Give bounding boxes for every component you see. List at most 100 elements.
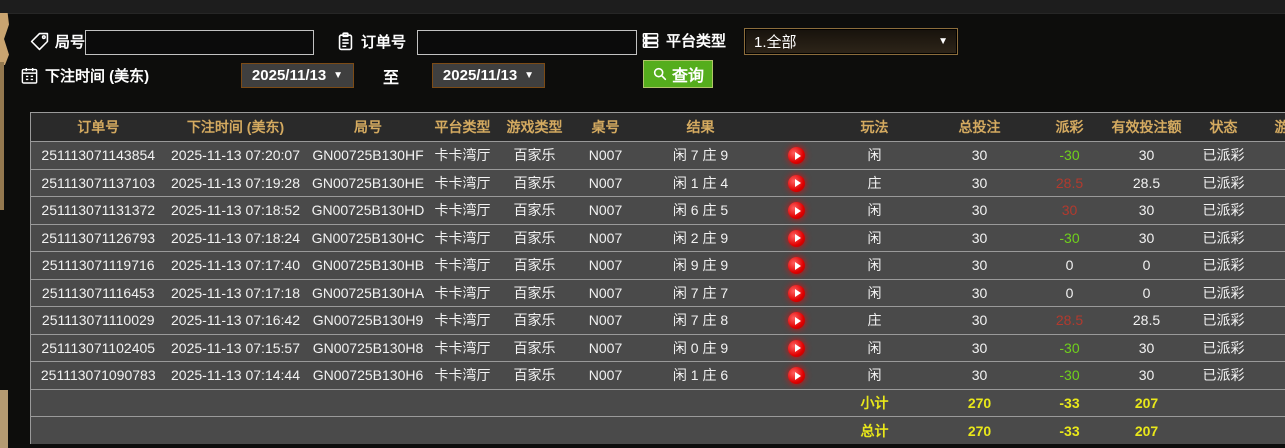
cell-platform: 卡卡湾厅 [434, 367, 491, 384]
cell-replay [765, 307, 829, 335]
cell-status: 已派彩 [1202, 284, 1245, 301]
left-edge-decoration-bottom [0, 390, 8, 448]
cell-table-no: N007 [588, 147, 623, 164]
cell-order-no: 251113071137103 [41, 174, 156, 191]
sidebar-collapse-handle[interactable] [0, 13, 9, 65]
cell-game-type: 百家乐 [513, 202, 556, 219]
cell-order-no: 251113071131372 [41, 202, 156, 219]
empty-cell [765, 417, 829, 445]
order-number-input[interactable] [417, 30, 637, 55]
cell-status: 已派彩 [1202, 367, 1245, 384]
clipboard-icon [338, 32, 353, 51]
search-button[interactable]: 查询 [643, 60, 714, 88]
cell-result: 闲 6 庄 5 [672, 202, 729, 219]
table-row: 251113071116453 2025-11-13 07:17:18 GN00… [30, 279, 1285, 307]
left-edge-decoration-top [0, 62, 4, 210]
cell-round-no: GN00725B130HD [311, 202, 425, 219]
cell-valid-bet: 0 [1142, 284, 1151, 301]
replay-play-icon[interactable] [788, 284, 805, 302]
total-payout: -33 [1059, 422, 1080, 439]
cell-bet-time: 2025-11-13 07:19:28 [171, 174, 300, 191]
replay-play-icon[interactable] [788, 339, 805, 357]
calendar-icon [21, 67, 38, 84]
table-row: 251113071110029 2025-11-13 07:16:42 GN00… [30, 306, 1285, 335]
cell-game-detail [1255, 169, 1285, 197]
round-number-input[interactable] [85, 30, 314, 55]
empty-cell [575, 417, 637, 445]
subtotal-valid-bet: 207 [1134, 394, 1159, 411]
cell-status: 已派彩 [1202, 339, 1245, 356]
cell-payout: -30 [1059, 367, 1080, 384]
cell-round-no: GN00725B130HC [311, 229, 425, 246]
table-row: 251113071102405 2025-11-13 07:15:57 GN00… [30, 334, 1285, 362]
cell-valid-bet: 30 [1138, 367, 1155, 384]
cell-game-type: 百家乐 [513, 147, 556, 164]
cell-bet-time: 2025-11-13 07:18:52 [171, 202, 300, 219]
cell-total-bet: 30 [971, 147, 988, 164]
empty-cell [495, 389, 575, 417]
replay-play-icon[interactable] [788, 174, 805, 192]
cell-status: 已派彩 [1202, 147, 1245, 164]
cell-table-no: N007 [588, 257, 623, 274]
cell-total-bet: 30 [971, 229, 988, 246]
platform-type-label-group: 平台类型 [641, 30, 726, 51]
platform-type-label: 平台类型 [666, 33, 727, 50]
replay-play-icon[interactable] [788, 312, 805, 330]
cell-play-type: 闲 [867, 339, 882, 356]
cell-game-type: 百家乐 [513, 367, 556, 384]
cell-game-detail [1255, 362, 1285, 390]
round-number-label: 局号 [55, 34, 86, 51]
cell-play-type: 庄 [867, 312, 882, 329]
bet-time-label-group: 下注时间 (美东) [20, 65, 149, 86]
empty-cell [495, 417, 575, 445]
date-to-value: 2025/11/13 [442, 67, 518, 84]
cell-table-no: N007 [588, 339, 623, 356]
cell-round-no: GN00725B130H6 [312, 367, 424, 384]
cell-platform: 卡卡湾厅 [434, 147, 491, 164]
col-header-result: 结果 [686, 119, 715, 135]
cell-payout: 0 [1065, 257, 1074, 274]
cell-replay [765, 279, 829, 307]
subtotal-payout: -33 [1059, 394, 1080, 411]
tag-icon [30, 32, 49, 51]
empty-cell [1255, 389, 1285, 417]
empty-cell [575, 389, 637, 417]
bet-records-table: 订单号 下注时间 (美东) 局号 平台类型 游戏类型 桌号 结果 玩法 总投注 … [30, 112, 1285, 444]
table-row: 251113071126793 2025-11-13 07:18:24 GN00… [30, 224, 1285, 252]
cell-result: 闲 7 庄 8 [672, 312, 729, 329]
cell-play-type: 闲 [867, 229, 882, 246]
cell-result: 闲 7 庄 9 [672, 147, 729, 164]
cell-bet-time: 2025-11-13 07:14:44 [171, 367, 300, 384]
cell-game-type: 百家乐 [513, 229, 556, 246]
cell-game-detail [1255, 197, 1285, 225]
date-from-picker[interactable]: 2025/11/13 ▼ [241, 63, 354, 88]
date-to-picker[interactable]: 2025/11/13 ▼ [432, 63, 545, 88]
cell-result: 闲 9 庄 9 [672, 257, 729, 274]
col-header-payout: 派彩 [1055, 119, 1084, 135]
cell-order-no: 251113071102405 [41, 339, 156, 356]
cell-round-no: GN00725B130H9 [312, 312, 424, 329]
cell-result: 闲 1 庄 6 [672, 367, 729, 384]
cell-bet-time: 2025-11-13 07:20:07 [171, 147, 300, 164]
replay-play-icon[interactable] [788, 229, 805, 247]
cell-platform: 卡卡湾厅 [434, 257, 491, 274]
table-row: 251113071119716 2025-11-13 07:17:40 GN00… [30, 251, 1285, 279]
cell-valid-bet: 30 [1138, 229, 1155, 246]
subtotal-label: 小计 [860, 394, 889, 411]
cell-play-type: 庄 [867, 174, 882, 191]
cell-table-no: N007 [588, 284, 623, 301]
order-number-label-group: 订单号 [336, 31, 406, 52]
replay-play-icon[interactable] [788, 147, 805, 165]
replay-play-icon[interactable] [788, 202, 805, 220]
cell-platform: 卡卡湾厅 [434, 202, 491, 219]
col-header-bet-time: 下注时间 (美东) [186, 119, 285, 135]
col-header-play-type: 玩法 [860, 119, 889, 135]
cell-total-bet: 30 [971, 367, 988, 384]
empty-cell [166, 389, 306, 417]
cell-play-type: 闲 [867, 147, 882, 164]
replay-play-icon[interactable] [788, 257, 805, 275]
platform-type-select[interactable]: 1.全部 ▼ [744, 28, 958, 55]
replay-play-icon[interactable] [788, 367, 805, 385]
cell-round-no: GN00725B130H8 [312, 339, 424, 356]
cell-payout: -30 [1059, 229, 1080, 246]
